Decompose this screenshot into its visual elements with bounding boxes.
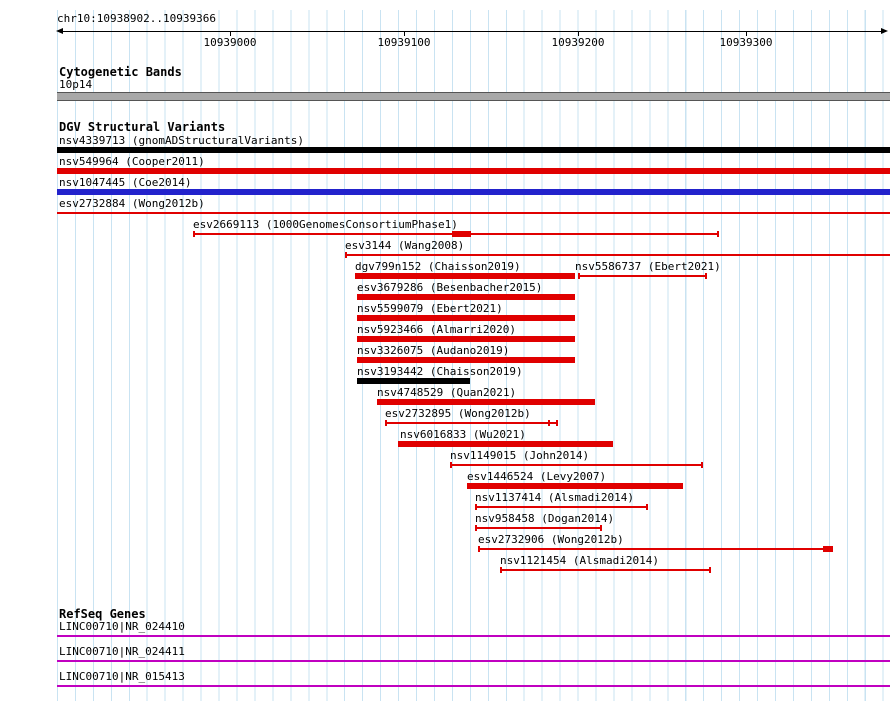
- gene-label: LINC00710|NR_024410: [59, 620, 185, 633]
- variant-bar-cap: [705, 273, 707, 279]
- ruler-tick-label: 10939200: [551, 36, 605, 49]
- variant-bar[interactable]: [385, 422, 557, 424]
- variant-bar[interactable]: [450, 464, 702, 466]
- cytoband-label: 10p14: [59, 78, 93, 91]
- variant-label: nsv1047445 (Coe2014): [59, 176, 192, 189]
- variant-bar[interactable]: [357, 294, 575, 300]
- variant-bar-cap: [345, 252, 347, 258]
- variant-bar[interactable]: [478, 548, 832, 550]
- ruler-right-arrow-icon: [881, 28, 888, 34]
- variant-label: nsv1137414 (Alsmadi2014): [475, 491, 634, 504]
- variant-label: esv2732884 (Wong2012b): [59, 197, 205, 210]
- ruler-tick-label: 10939100: [377, 36, 431, 49]
- variant-bar[interactable]: [467, 483, 683, 489]
- variant-label: nsv5923466 (Almarri2020): [357, 323, 516, 336]
- variant-bar-cap: [717, 231, 719, 237]
- variant-bar-cap: [475, 504, 477, 510]
- ruler-left-arrow-icon: [56, 28, 63, 34]
- variant-label: esv3144 (Wang2008): [345, 239, 465, 252]
- region-label: chr10:10938902..10939366: [57, 12, 216, 25]
- ruler-tick: [578, 31, 579, 36]
- variant-bar-segment[interactable]: [823, 546, 833, 552]
- variant-label: esv1446524 (Levy2007): [467, 470, 607, 483]
- ruler-tick-label: 10939300: [719, 36, 773, 49]
- section-title-refseq: RefSeq Genes: [59, 607, 146, 621]
- variant-label: nsv3193442 (Chaisson2019): [357, 365, 523, 378]
- variant-bar-cap: [548, 420, 550, 426]
- variant-bar[interactable]: [345, 254, 890, 256]
- variant-bar-cap: [193, 231, 195, 237]
- section-title-dgv: DGV Structural Variants: [59, 120, 226, 134]
- variant-bar[interactable]: [357, 357, 575, 363]
- variant-bar-cap: [709, 567, 711, 573]
- ruler-axis: [60, 31, 884, 32]
- variant-bar-segment[interactable]: [452, 231, 471, 237]
- variant-bar-cap: [385, 420, 387, 426]
- variant-bar[interactable]: [500, 569, 710, 571]
- variant-bar[interactable]: [578, 275, 706, 277]
- variant-bar[interactable]: [475, 527, 601, 529]
- variant-bar-cap: [450, 462, 452, 468]
- variant-label: nsv549964 (Cooper2011): [59, 155, 205, 168]
- variant-bar[interactable]: [357, 336, 575, 342]
- variant-label: nsv958458 (Dogan2014): [475, 512, 615, 525]
- gene-label: LINC00710|NR_024411: [59, 645, 185, 658]
- variant-bar[interactable]: [355, 273, 575, 279]
- variant-bar[interactable]: [57, 212, 890, 214]
- variant-bar-cap: [556, 420, 558, 426]
- variant-bar-cap: [500, 567, 502, 573]
- variant-bar[interactable]: [398, 441, 613, 447]
- variant-bar[interactable]: [57, 147, 890, 153]
- variant-label: esv2669113 (1000GenomesConsortiumPhase1): [193, 218, 458, 231]
- variant-bar[interactable]: [57, 189, 890, 195]
- variant-label: nsv5599079 (Ebert2021): [357, 302, 503, 315]
- variant-bar-cap: [475, 525, 477, 531]
- grid-background: [57, 10, 890, 701]
- variant-bar[interactable]: [377, 399, 595, 405]
- ruler-tick: [404, 31, 405, 36]
- variant-bar[interactable]: [357, 315, 575, 321]
- cytoband-bar[interactable]: [57, 92, 890, 101]
- variant-bar-cap: [701, 462, 703, 468]
- ruler-tick: [746, 31, 747, 36]
- variant-label: esv2732906 (Wong2012b): [478, 533, 624, 546]
- variant-bar[interactable]: [57, 168, 890, 174]
- variant-bar-cap: [478, 546, 480, 552]
- variant-bar[interactable]: [475, 506, 647, 508]
- variant-label: nsv1149015 (John2014): [450, 449, 590, 462]
- ruler-tick: [230, 31, 231, 36]
- variant-label: nsv3326075 (Audano2019): [357, 344, 510, 357]
- variant-bar-cap: [578, 273, 580, 279]
- variant-label: nsv4748529 (Quan2021): [377, 386, 517, 399]
- variant-bar[interactable]: [357, 378, 470, 384]
- gene-label: LINC00710|NR_015413: [59, 670, 185, 683]
- variant-label: esv3679286 (Besenbacher2015): [357, 281, 543, 294]
- variant-label: dgv799n152 (Chaisson2019): [355, 260, 521, 273]
- gene-line[interactable]: [57, 660, 890, 662]
- variant-label: nsv1121454 (Alsmadi2014): [500, 554, 659, 567]
- gene-line[interactable]: [57, 685, 890, 687]
- variant-label: nsv4339713 (gnomADStructuralVariants): [59, 134, 305, 147]
- variant-bar-cap: [600, 525, 602, 531]
- ruler-tick-label: 10939000: [203, 36, 257, 49]
- variant-label: nsv5586737 (Ebert2021): [575, 260, 721, 273]
- variant-bar-cap: [646, 504, 648, 510]
- section-title-cytobands: Cytogenetic Bands: [59, 65, 182, 79]
- variant-label: esv2732895 (Wong2012b): [385, 407, 531, 420]
- gene-line[interactable]: [57, 635, 890, 637]
- variant-label: nsv6016833 (Wu2021): [400, 428, 526, 441]
